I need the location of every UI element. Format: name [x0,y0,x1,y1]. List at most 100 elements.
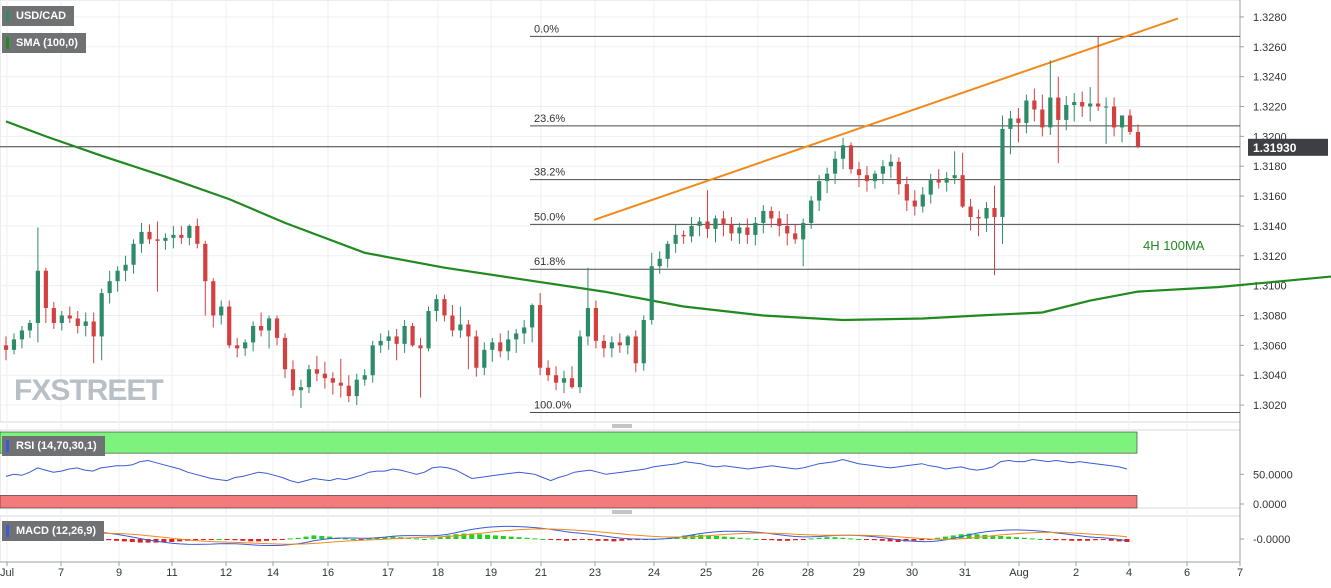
rsi-tag: RSI (14,70,30,1) [2,436,105,456]
time-tick-label: 23 [589,567,601,579]
macd-histogram-bar [1053,539,1059,541]
macd-histogram-bar [974,534,980,539]
macd-histogram-bar [1108,539,1114,541]
macd-histogram-bar [421,539,427,540]
rsi-axis-label: 50.0000 [1253,469,1293,481]
candle-body [1072,102,1077,106]
macd-histogram-bar [279,539,285,540]
macd-histogram-bar [863,539,869,540]
macd-histogram-bar [603,539,609,541]
current-price-badge [1248,138,1328,156]
candle-body [290,369,296,391]
macd-histogram-bar [753,539,759,540]
macd-histogram-bar [1069,539,1075,541]
macd-histogram-bar [824,537,830,539]
candle-body [960,175,965,207]
macd-histogram-bar [1061,539,1067,541]
candle-body [769,211,774,219]
macd-histogram-bar [106,539,112,541]
time-tick-label: 7 [1237,567,1243,579]
time-tick-label: 28 [802,567,814,579]
macd-line [5,525,1128,546]
candle-body [1000,128,1005,217]
macd-histogram-bar [121,539,127,542]
candle-body [1056,97,1061,120]
candle-body [195,225,200,244]
sma-label: 4H 100MA [1143,238,1205,253]
candle-body [872,173,878,182]
macd-histogram-bar [414,538,420,540]
fib-label: 38.2% [534,167,565,179]
candle-body [426,311,431,349]
candle-body [474,336,479,368]
candle-body [793,233,798,240]
candle-body [968,206,973,217]
candle-body [1040,109,1045,128]
candle-body [585,308,591,337]
time-tick-label: 21 [535,567,547,579]
macd-tag-label: MACD (12,26,9) [16,525,97,537]
candle-body [713,218,718,229]
price-tick-label: 1.3060 [1253,340,1287,352]
candle-body [27,322,33,331]
macd-histogram-bar [216,539,222,540]
candle-body [482,349,487,368]
time-tick-label: 25 [700,567,712,579]
macd-histogram-bar [564,539,569,541]
time-tick-label: 26 [752,567,764,579]
time-tick-label: 14 [267,567,279,579]
candle-body [51,308,56,323]
time-tick-label: Jul [0,567,14,579]
price-tick-label: 1.3120 [1253,251,1287,263]
candle-body [625,336,630,346]
candle-body [274,318,280,338]
candle-body [984,208,989,219]
candle-body [952,175,957,179]
sma-tag-label: SMA (100,0) [16,37,78,49]
candle-body [545,367,551,376]
candle-body [936,179,941,183]
time-tick-label: 9 [116,567,122,579]
macd-histogram-bar [785,539,791,541]
price-tick-label: 1.3180 [1253,161,1287,173]
price-tick-label: 1.3160 [1253,191,1287,203]
candle-body [665,243,670,259]
macd-histogram-bar [1006,536,1012,539]
candle-body [1135,131,1141,147]
candle-body [817,181,822,201]
current-price-label: 1.31930 [1253,141,1297,155]
candle-body [338,382,343,386]
candle-body [458,324,463,331]
candle-body [179,234,184,238]
fib-label: 61.8% [534,256,565,268]
macd-histogram-bar [145,539,151,543]
candle-body [705,221,710,229]
macd-histogram-bar [137,539,143,543]
price-tick-label: 1.3260 [1253,42,1287,54]
trendline [593,17,1179,221]
macd-histogram-bar [548,539,554,540]
candle-body [171,234,176,238]
macd-histogram-bar [950,535,956,539]
candle-body [155,239,160,241]
candle-body [641,319,646,364]
macd-histogram-bar [264,539,270,541]
macd-histogram-bar [366,538,372,540]
candle-body [83,321,88,326]
macd-histogram-bar [232,539,238,541]
time-tick-label: Aug [1009,567,1029,579]
time-tick-label: 16 [322,567,334,579]
candle-body [1088,103,1093,107]
candle-body [753,222,758,235]
time-tick-label: 7 [58,567,64,579]
macd-histogram-bar [295,537,301,539]
macd-histogram-bar [469,533,475,539]
candle-body [1016,118,1021,123]
candle-body [761,211,766,223]
macd-histogram-bar [966,533,972,539]
macd-histogram-bar [532,538,538,540]
candle-body [43,270,48,309]
candle-body [306,369,312,388]
macd-histogram-bar [240,539,246,541]
macd-histogram-bar [895,539,901,542]
